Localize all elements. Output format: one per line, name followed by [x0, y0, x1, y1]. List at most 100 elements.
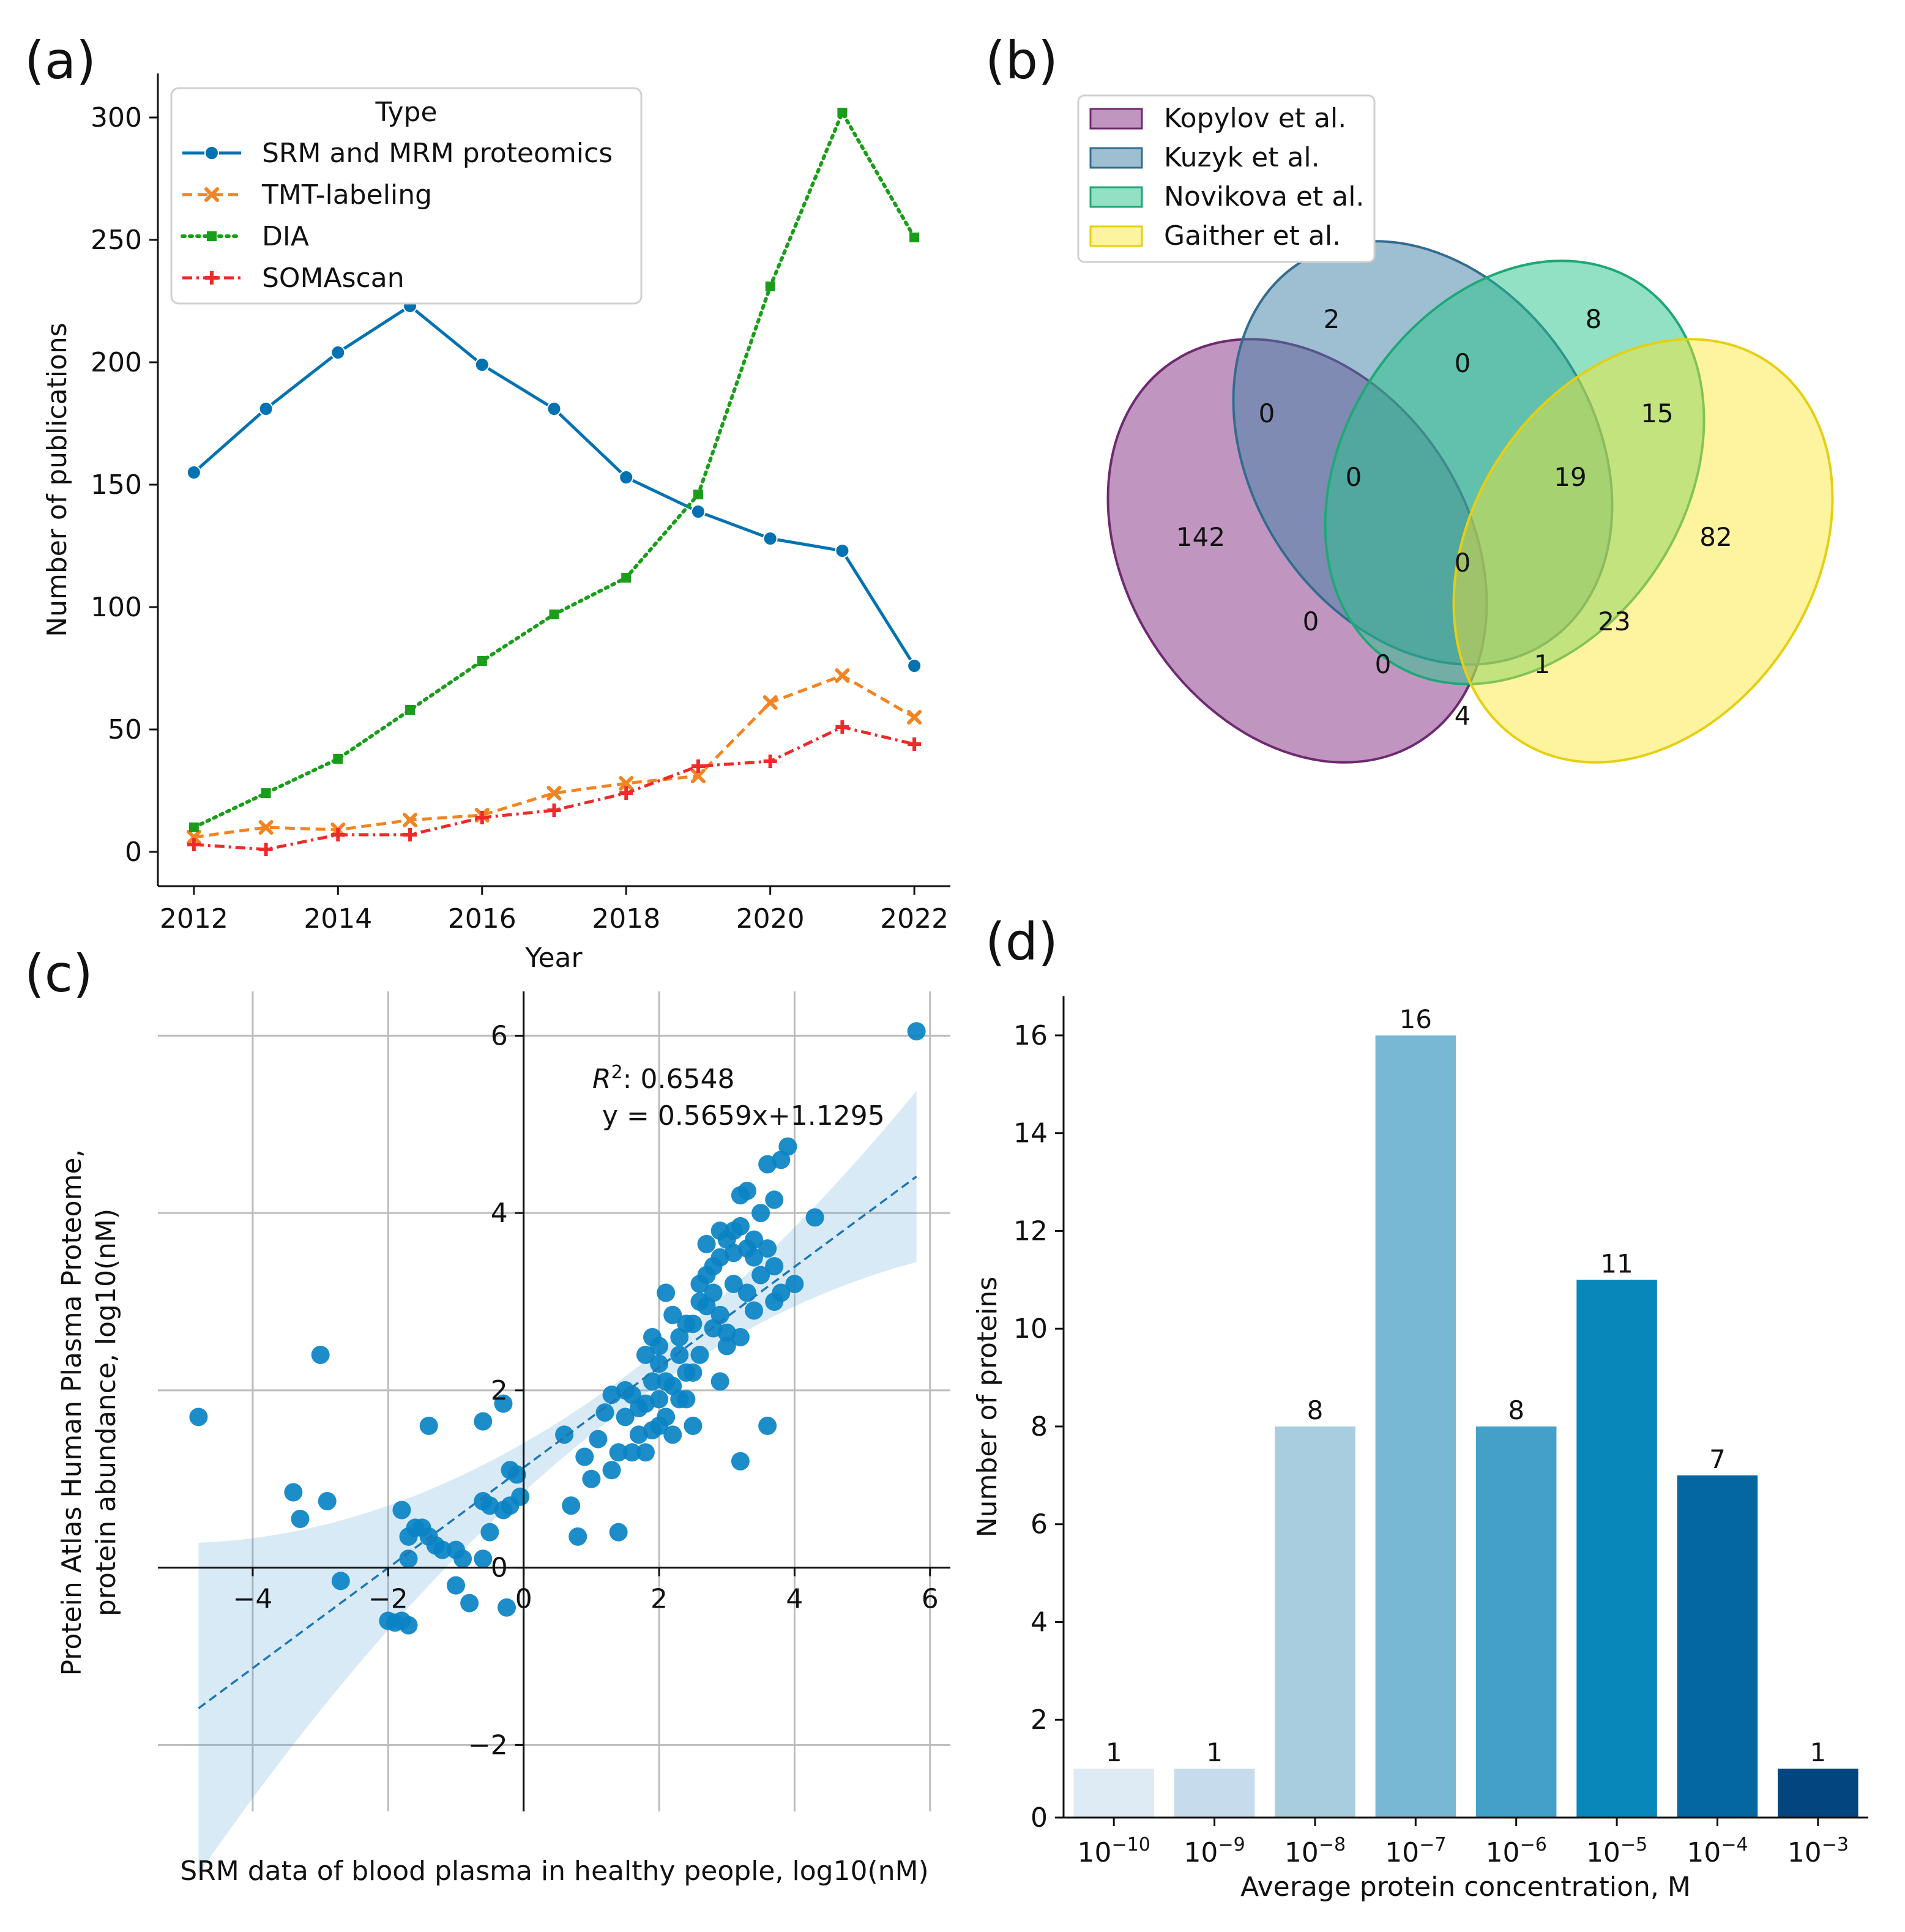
c-scatter-point: [765, 1190, 784, 1209]
a-legend-label-0: SRM and MRM proteomics: [262, 138, 613, 169]
d-x-tick-label: 10−3: [1788, 1834, 1849, 1868]
d-x-axis-label: Average protein concentration, M: [1240, 1871, 1691, 1903]
b-legend-swatch-novikova: [1089, 186, 1143, 208]
c-y-tick-label: −2: [468, 1729, 508, 1761]
d-y-axis-label: Number of proteins: [972, 1277, 1003, 1537]
venn-region-kuzyk-novikova: 0: [1455, 348, 1471, 378]
a-point-1: [835, 668, 850, 683]
c-scatter-point: [609, 1523, 628, 1542]
a-y-tick-label: 300: [91, 102, 142, 133]
c-scatter-point: [507, 1465, 526, 1484]
c-y-tick-label: 0: [491, 1553, 508, 1584]
c-scatter-point: [643, 1327, 662, 1346]
a-series-line-3: [193, 725, 915, 851]
a-legend-marker-0: [204, 146, 219, 160]
c-scatter-point: [663, 1305, 682, 1324]
a-y-tick-label: 50: [108, 714, 142, 745]
c-scatter-point: [677, 1315, 696, 1333]
a-point-3: [475, 811, 489, 824]
a-y-tick-label: 100: [91, 592, 142, 623]
c-x-axis-label: SRM data of blood plasma in healthy peop…: [180, 1856, 928, 1887]
c-scatter-point: [474, 1412, 493, 1431]
c-scatter-point: [778, 1137, 797, 1156]
d-bar: [1073, 1769, 1154, 1818]
a-point-2: [405, 705, 416, 715]
b-legend-swatch-kopylov: [1089, 108, 1143, 130]
a-point-2: [909, 233, 920, 242]
panel-label-c: (c): [24, 944, 93, 1004]
a-legend: Type SRM and MRM proteomics TMT-labeling D…: [170, 87, 643, 305]
a-point-3: [691, 759, 705, 773]
venn-region-kopylov-kuzyk-novikova: 0: [1346, 462, 1362, 492]
c-y-tick-label: 2: [491, 1375, 508, 1406]
c-scatter-point: [745, 1248, 764, 1267]
a-point-3: [259, 843, 273, 856]
c-scatter-point: [562, 1496, 581, 1515]
venn-set-gaither: [1452, 338, 1834, 764]
c-x-tick-label: 2: [651, 1584, 668, 1615]
c-scatter-point: [690, 1275, 709, 1294]
c-scatter-point: [758, 1239, 777, 1258]
a-point-2: [693, 490, 703, 499]
c-scatter-point: [710, 1221, 729, 1240]
c-scatter-point: [474, 1491, 493, 1510]
b-legend-label-novikova: Novikova et al.: [1164, 181, 1364, 212]
venn-region-kopylov-novikova-gaither: 0: [1375, 649, 1392, 679]
a-point-0: [907, 658, 922, 673]
a-point-1: [403, 813, 418, 827]
a-point-2: [261, 788, 271, 798]
c-scatter-point: [657, 1283, 676, 1302]
c-scatter-point: [494, 1394, 513, 1413]
venn-region-all: 0: [1455, 548, 1471, 578]
d-bar: [1275, 1426, 1355, 1818]
a-point-0: [619, 470, 634, 485]
venn-region-gaither: 82: [1699, 522, 1732, 552]
c-scatter-point: [717, 1337, 736, 1356]
c-scatter-point: [650, 1354, 669, 1373]
c-y-axis-label-line2: protein abundance, log10(nM): [91, 1209, 122, 1616]
c-r2-symbol: R: [592, 1064, 611, 1095]
c-scatter-point: [447, 1576, 466, 1595]
a-legend-marker-1: [204, 187, 219, 202]
d-x-tick-base: 10: [1385, 1837, 1419, 1868]
d-y-tick-label: 12: [1013, 1215, 1048, 1247]
a-point-2: [621, 573, 632, 583]
a-point-3: [619, 786, 633, 800]
venn-region-kuzyk: 2: [1324, 304, 1340, 334]
d-y-tick-label: 4: [1031, 1606, 1048, 1638]
d-x-tick-label: 10−4: [1687, 1834, 1748, 1868]
d-bar-value-label: 1: [1206, 1737, 1223, 1767]
c-scatter-point: [636, 1345, 655, 1364]
c-scatter-point: [758, 1416, 777, 1435]
d-x-tick-exponent: −6: [1520, 1834, 1547, 1856]
a-x-tick-label: 2018: [592, 903, 660, 934]
a-point-0: [258, 401, 274, 416]
a-x-axis-label: Year: [524, 942, 583, 974]
a-point-2: [765, 282, 775, 291]
a-point-3: [331, 828, 345, 841]
d-bar-value-label: 7: [1709, 1444, 1726, 1474]
d-x-tick-exponent: −5: [1620, 1834, 1647, 1856]
a-y-tick-label: 200: [91, 347, 142, 378]
venn-region-kopylov-kuzyk: 0: [1259, 398, 1275, 428]
c-scatter-point: [474, 1550, 493, 1568]
d-y-tick-label: 0: [1031, 1802, 1048, 1833]
c-scatter-point: [399, 1550, 418, 1568]
a-point-3: [547, 804, 561, 817]
c-x-tick-label: −2: [368, 1584, 408, 1615]
d-y-tick-label: 10: [1013, 1313, 1048, 1345]
a-x-tick-label: 2022: [880, 903, 949, 934]
c-scatter-point: [704, 1283, 723, 1302]
c-scatter-point: [189, 1408, 208, 1427]
c-scatter-point: [555, 1425, 574, 1444]
a-point-1: [186, 830, 201, 845]
c-scatter-point: [737, 1283, 756, 1302]
a-y-tick-label: 150: [91, 469, 142, 501]
d-x-tick-base: 10: [1486, 1837, 1520, 1868]
c-scatter-point: [650, 1416, 669, 1435]
a-legend-box: [170, 87, 643, 305]
a-y-tick-label: 250: [91, 225, 142, 256]
c-scatter-point: [460, 1594, 479, 1613]
